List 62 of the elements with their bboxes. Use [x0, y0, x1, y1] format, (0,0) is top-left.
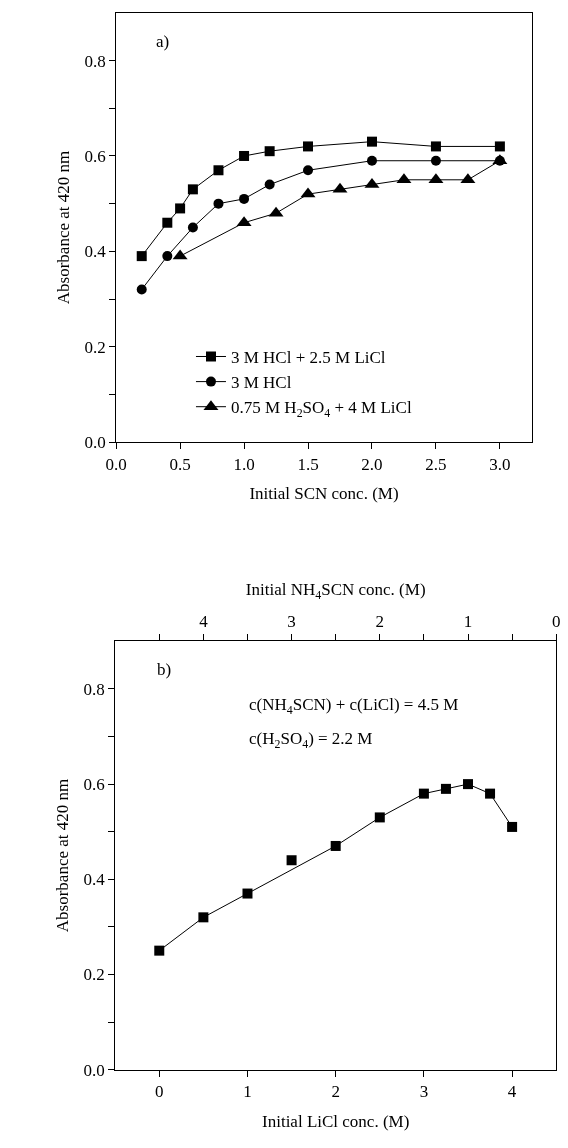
- point: [286, 855, 297, 866]
- point: [213, 198, 224, 209]
- x-tick-label: 1.0: [233, 454, 255, 474]
- x-tick-label: 0.0: [105, 454, 127, 474]
- x-tick-label: 1.5: [297, 454, 319, 474]
- y-tick-label: 0.4: [84, 242, 107, 262]
- point: [303, 165, 314, 176]
- point: [366, 155, 377, 166]
- point: [175, 203, 186, 214]
- point: [366, 136, 377, 147]
- x-tick-label: 0.5: [169, 454, 191, 474]
- legend-label: 0.75 M H$_{2}$SO$_{4}$ + 4 M LiCl: [230, 398, 412, 420]
- x2-tick-label: 3: [287, 612, 296, 632]
- annotation: b): [157, 660, 172, 679]
- point: [136, 251, 147, 262]
- point: [162, 251, 173, 262]
- x2-tick-label: 4: [199, 612, 209, 632]
- point: [430, 155, 441, 166]
- y-tick-label: 0.2: [84, 337, 106, 357]
- point: [162, 217, 173, 228]
- x-axis-title: Initial SCN conc. (M): [249, 484, 399, 504]
- point: [264, 146, 275, 157]
- y-tick-label: 0.4: [83, 870, 106, 890]
- point: [136, 284, 147, 295]
- x-tick-label: 1: [243, 1082, 252, 1102]
- point: [239, 193, 250, 204]
- y-tick-label: 0.0: [83, 1060, 105, 1080]
- legend-label: 3 M HCl + 2.5 M LiCl: [230, 348, 386, 368]
- x-tick-label: 3: [419, 1082, 429, 1102]
- point: [239, 150, 250, 161]
- x2-tick-label: 1: [463, 612, 473, 632]
- annotation: a): [156, 32, 170, 51]
- x-tick-label: 3.0: [489, 454, 511, 474]
- x2-tick-label: 0: [551, 612, 561, 632]
- y-tick-label: 0.8: [83, 679, 105, 699]
- point: [264, 179, 275, 190]
- annotation: c(NH$_{4}$SCN) + c(LiCl) = 4.5 M: [249, 695, 459, 717]
- point: [187, 184, 198, 195]
- y-tick-label: 0.0: [84, 433, 106, 453]
- x-tick-label: 4: [507, 1082, 517, 1102]
- point: [494, 141, 505, 152]
- legend-label: 3 M HCl: [230, 373, 292, 393]
- point: [213, 165, 224, 176]
- x-axis-title: Initial LiCl conc. (M): [262, 1111, 410, 1131]
- x2-axis-title: Initial NH$_{4}$SCN conc. (M): [245, 580, 426, 602]
- x-tick-label: 0: [155, 1082, 164, 1102]
- point: [430, 141, 441, 152]
- x-tick-label: 2.5: [425, 454, 447, 474]
- point: [303, 141, 314, 152]
- y-tick-label: 0.6: [83, 775, 105, 795]
- x2-tick-label: 2: [375, 612, 385, 632]
- x-tick-label: 2.0: [361, 454, 383, 474]
- y-axis-title: Absorbance at 420 nm: [53, 150, 73, 305]
- point: [507, 821, 518, 832]
- y-tick-label: 0.2: [83, 965, 105, 985]
- point: [187, 222, 198, 233]
- x-tick-label: 2: [331, 1082, 340, 1102]
- y-tick-label: 0.6: [84, 146, 106, 166]
- point: [154, 945, 165, 956]
- y-axis-title: Absorbance at 420 nm: [52, 778, 72, 933]
- annotation: c(H$_{2}$SO$_{4}$) = 2.2 M: [249, 729, 373, 751]
- y-tick-label: 0.8: [84, 51, 106, 71]
